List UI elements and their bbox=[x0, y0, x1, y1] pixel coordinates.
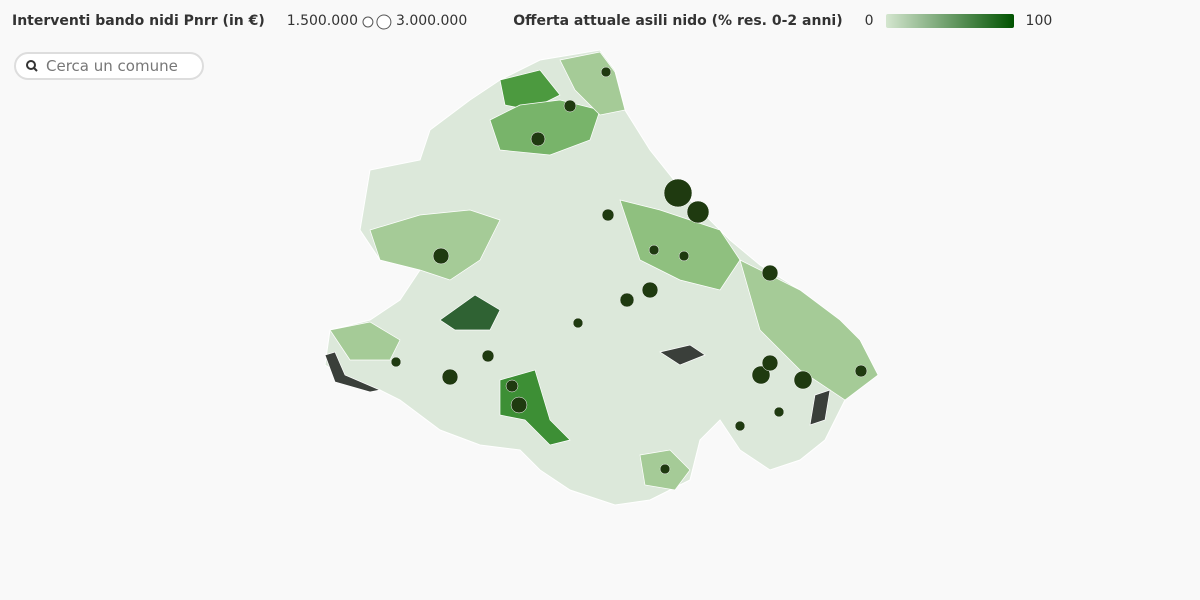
bubble bbox=[563, 99, 577, 113]
color-max-label: 100 bbox=[1025, 13, 1053, 29]
bubble bbox=[773, 406, 785, 418]
bubble bbox=[481, 349, 495, 363]
bubble bbox=[619, 292, 635, 308]
bubble bbox=[686, 200, 710, 224]
bubble bbox=[734, 420, 746, 432]
size-legend-circle bbox=[376, 14, 392, 30]
search-icon bbox=[26, 60, 38, 72]
bubble bbox=[648, 244, 660, 256]
size-max-label: 3.000.000 bbox=[395, 13, 468, 29]
color-min-label: 0 bbox=[864, 13, 874, 29]
bubble bbox=[678, 250, 690, 262]
size-legend-circle bbox=[362, 16, 374, 28]
bubble bbox=[854, 364, 868, 378]
search-box[interactable]: Cerca un comune bbox=[14, 52, 204, 80]
municipality-patches bbox=[324, 51, 879, 491]
color-gradient bbox=[885, 14, 1014, 28]
bubble bbox=[641, 281, 659, 299]
bubble bbox=[751, 365, 771, 385]
legend: Interventi bando nidi Pnrr (in €) 1.500.… bbox=[12, 12, 1056, 30]
bubble bbox=[390, 356, 402, 368]
size-min-label: 1.500.000 bbox=[286, 13, 358, 29]
color-legend-title: Offerta attuale asili nido (% res. 0-2 a… bbox=[513, 13, 843, 29]
bubble bbox=[659, 463, 671, 475]
bubble bbox=[510, 396, 528, 414]
bubble bbox=[761, 354, 779, 372]
bubble bbox=[793, 370, 813, 390]
search-placeholder: Cerca un comune bbox=[46, 57, 178, 75]
size-legend-title: Interventi bando nidi Pnrr (in €) bbox=[12, 13, 265, 29]
bubble bbox=[530, 131, 546, 147]
bubble bbox=[600, 66, 612, 78]
bubble bbox=[505, 379, 519, 393]
bubble bbox=[761, 264, 779, 282]
bubble bbox=[601, 208, 615, 222]
bubble bbox=[432, 247, 450, 265]
bubble bbox=[572, 317, 584, 329]
region-outline bbox=[324, 49, 879, 506]
bubble bbox=[441, 368, 459, 386]
bubble bbox=[663, 178, 693, 208]
size-legend-circles bbox=[362, 14, 392, 30]
